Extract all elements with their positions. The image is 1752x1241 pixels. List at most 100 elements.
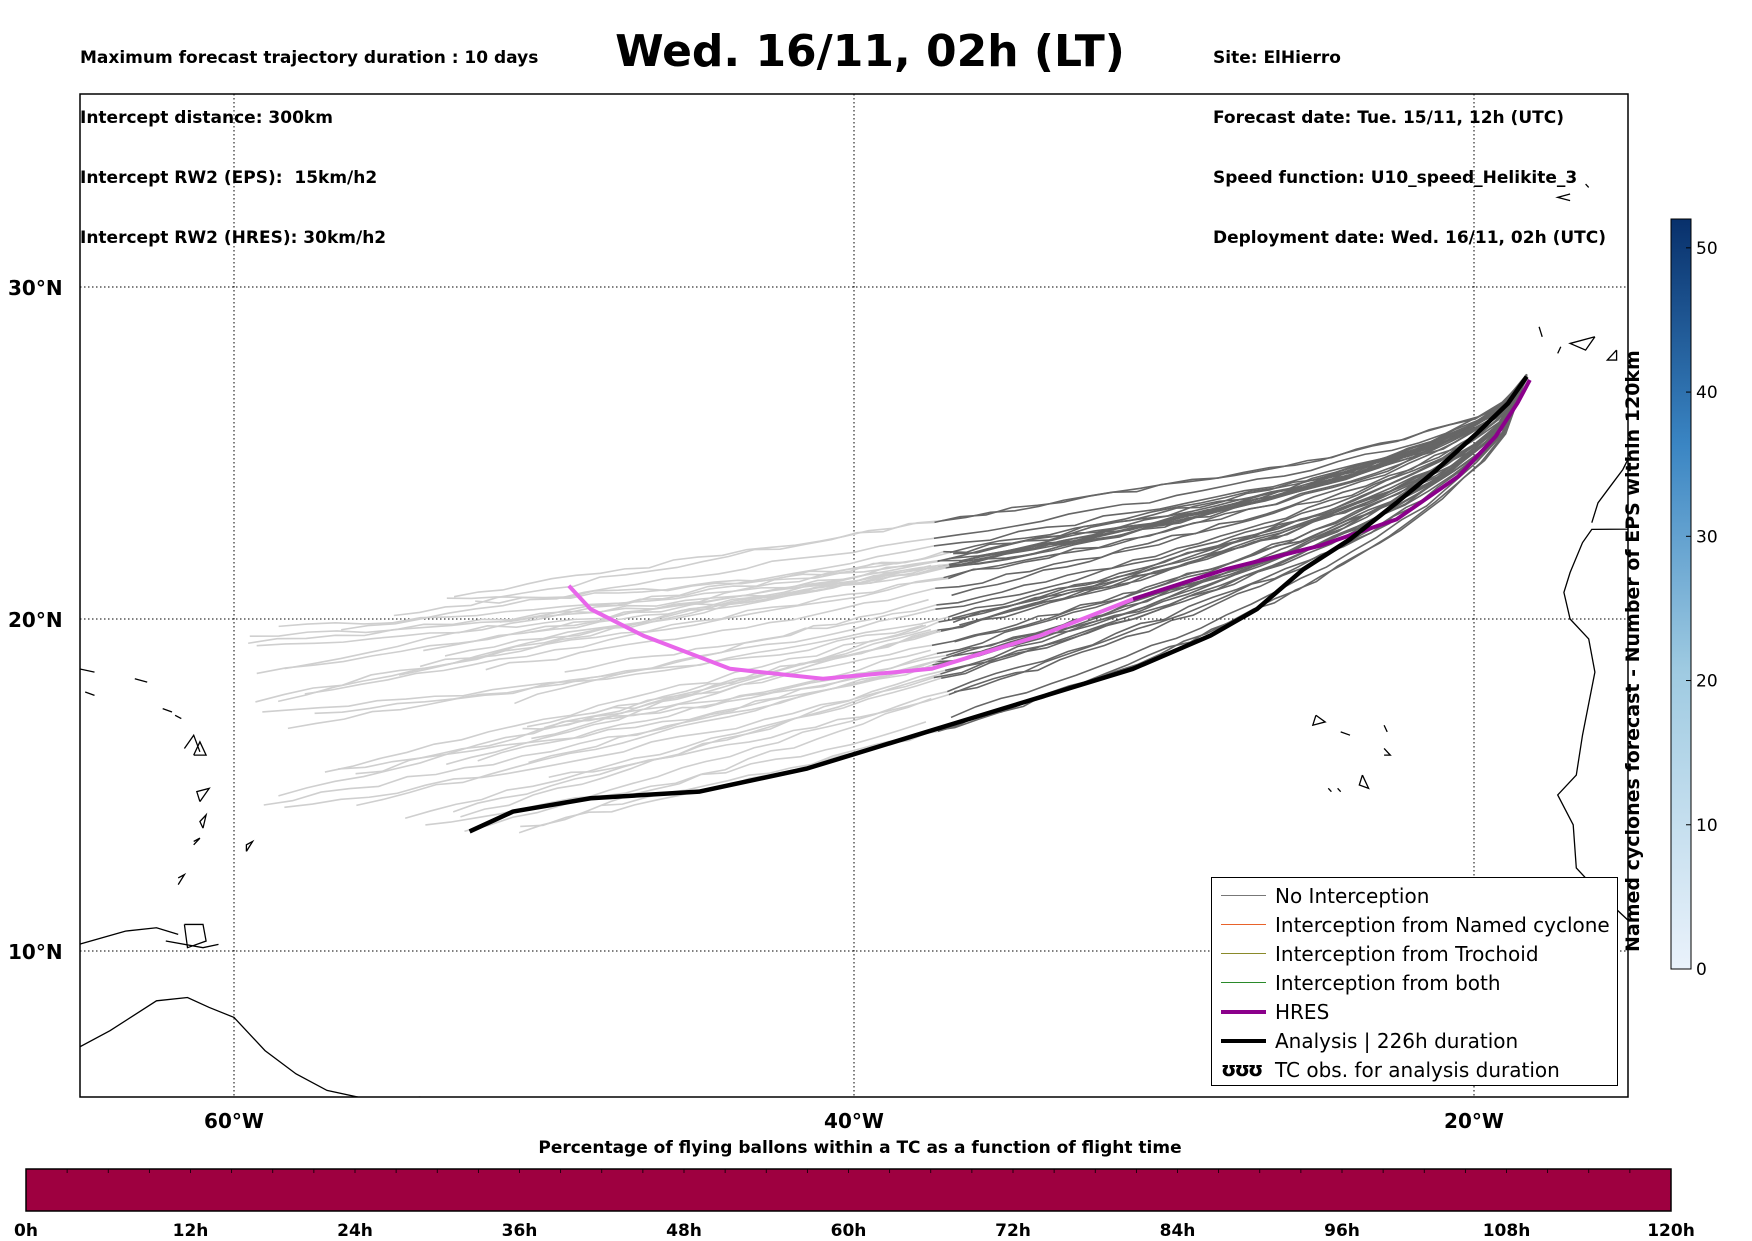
lon-tick-label: 20°W [1444, 1109, 1504, 1133]
legend-item-tc-obs: ʊʊʊ TC obs. for analysis duration [1212, 1056, 1617, 1085]
eps-trajectory-light [419, 577, 949, 668]
coastline [1383, 724, 1388, 733]
lat-tick-label: 20°N [8, 608, 63, 632]
hres-trajectory-late [567, 584, 1134, 681]
eps-trajectory [935, 376, 1528, 590]
legend-item-analysis: Analysis | 226h duration [1212, 1027, 1617, 1056]
coastline [1340, 731, 1351, 736]
coastline [80, 668, 95, 673]
coastline [177, 872, 187, 885]
eps-trajectory [952, 374, 1528, 657]
header-right-info: Site: ElHierro Forecast date: Tue. 15/11… [1213, 8, 1606, 268]
eps-trajectory [931, 376, 1528, 647]
time-bar-title: Percentage of flying ballons within a TC… [538, 1138, 1182, 1158]
coastline [1557, 346, 1562, 354]
coastline [134, 678, 148, 683]
coastline [84, 691, 95, 696]
legend-item-hres: HRES [1212, 998, 1617, 1027]
legend-item-trochoid: Interception from Trochoid [1212, 940, 1617, 969]
legend-label: Interception from both [1275, 971, 1501, 995]
lon-tick-label: 40°W [824, 1109, 884, 1133]
coastline [245, 839, 255, 852]
eps-trajectory [941, 374, 1528, 661]
eps-trajectory [951, 376, 1528, 597]
eps-trajectory-light [514, 598, 929, 705]
legend-swatch [1221, 924, 1266, 926]
cyclone-symbol-icon: ʊʊʊ [1221, 1057, 1263, 1081]
eps-trajectory [932, 375, 1528, 666]
coastline [199, 812, 208, 829]
coastline [1660, 314, 1679, 344]
legend-swatch [1221, 982, 1266, 984]
eps-trajectory-light [485, 587, 936, 671]
legend-swatch [1221, 895, 1266, 897]
legend-swatch [1221, 953, 1266, 955]
coastline [162, 708, 173, 713]
eps-trajectory [936, 375, 1528, 606]
eps-trajectory-light [544, 654, 947, 729]
header-right-line: Site: ElHierro [1213, 48, 1341, 68]
coastline [1605, 349, 1618, 361]
coastline [1555, 193, 1571, 202]
coastline [1358, 774, 1370, 790]
legend-item-named-cyclone: Interception from Named cyclone [1212, 911, 1617, 940]
coastline [1585, 183, 1590, 188]
eps-trajectory-light [393, 521, 935, 617]
eps-trajectory [943, 374, 1528, 579]
legend-swatch [1221, 1010, 1266, 1014]
coastline [1568, 336, 1596, 351]
page-title: Wed. 16/11, 02h (LT) [615, 26, 1125, 77]
eps-trajectory [933, 373, 1528, 540]
legend-label: Interception from Trochoid [1275, 942, 1539, 966]
eps-trajectory [933, 373, 1528, 663]
eps-trajectory-light [404, 673, 941, 819]
hres-trajectory [1132, 379, 1532, 601]
eps-trajectory-light [304, 576, 944, 695]
eps-trajectory-light [477, 649, 931, 762]
lat-tick-label: 30°N [8, 276, 63, 300]
map-plot-area [80, 94, 1679, 1097]
header-left-line: Maximum forecast trajectory duration : 1… [80, 48, 539, 68]
eps-trajectory [948, 377, 1528, 566]
map-legend: No Interception Interception from Named … [1211, 877, 1618, 1086]
colorbar-label: Named cyclones forecast - Number of EPS … [1622, 350, 1644, 952]
eps-trajectory-light [446, 559, 938, 600]
eps-trajectory-light [460, 669, 946, 818]
legend-label: No Interception [1275, 884, 1430, 908]
coastline [80, 996, 422, 1097]
eps-trajectory [958, 375, 1528, 563]
eps-trajectory [949, 377, 1528, 567]
eps-trajectory [943, 376, 1528, 554]
header-right-line: Forecast date: Tue. 15/11, 12h (UTC) [1213, 108, 1564, 128]
legend-swatch [1221, 1039, 1266, 1043]
coastline [195, 787, 211, 802]
eps-trajectory [948, 375, 1528, 696]
legend-label: TC obs. for analysis duration [1275, 1058, 1560, 1082]
eps-trajectory [931, 376, 1528, 732]
eps-trajectory [945, 377, 1528, 657]
coastline [1383, 748, 1392, 756]
eps-trajectory-light [341, 537, 935, 631]
coastline [1591, 457, 1628, 523]
eps-trajectory-light [284, 545, 935, 670]
map-frame [79, 93, 1629, 1098]
coastline [1337, 787, 1342, 793]
eps-trajectory-light [284, 676, 935, 809]
coastline [193, 837, 201, 846]
legend-item-both: Interception from both [1212, 969, 1617, 998]
eps-trajectory [933, 378, 1528, 679]
lon-tick-label: 60°W [204, 1109, 264, 1133]
legend-item-no-interception: No Interception [1212, 882, 1617, 911]
eps-trajectory-light [452, 677, 942, 813]
eps-trajectory [952, 378, 1528, 624]
eps-trajectory-light [324, 624, 927, 773]
eps-trajectory [935, 378, 1528, 610]
coastline [1327, 787, 1332, 793]
eps-trajectory-light [287, 608, 936, 730]
header-left-line: Intercept RW2 (EPS): 15km/h2 [80, 168, 378, 188]
eps-trajectory-light [356, 658, 942, 807]
eps-trajectory [950, 374, 1528, 719]
coastline [80, 927, 179, 945]
eps-trajectory-light [338, 664, 933, 770]
